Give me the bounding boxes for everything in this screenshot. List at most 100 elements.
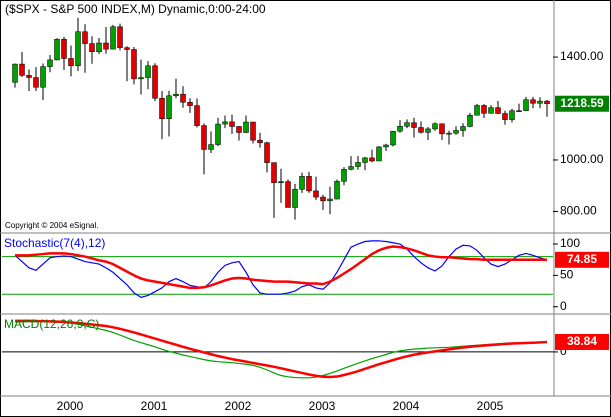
chart-title: ($SPX - S&P 500 INDEX,M) Dynamic,0:00-24… xyxy=(5,2,266,16)
x-tick-label: 2005 xyxy=(477,399,504,413)
candle-body xyxy=(236,126,242,133)
candle-body xyxy=(460,126,466,131)
candle-body xyxy=(96,42,102,53)
candle-body xyxy=(180,93,186,103)
candle-body xyxy=(334,181,340,200)
candle-body xyxy=(278,181,284,183)
candle-body xyxy=(320,196,326,202)
candle-body xyxy=(40,66,46,88)
candle-body xyxy=(159,97,165,119)
candle-body xyxy=(327,198,333,202)
candle-body xyxy=(537,100,543,104)
candle-body xyxy=(271,162,277,183)
y-tick-label: 0 xyxy=(560,344,567,358)
candle-body xyxy=(299,176,305,190)
candle-body xyxy=(530,99,536,104)
candle-body xyxy=(544,100,550,104)
candle-body xyxy=(131,49,137,80)
candle-body xyxy=(124,47,130,50)
candle-body xyxy=(47,59,53,67)
candle-body xyxy=(201,125,207,150)
candle-body xyxy=(33,77,39,88)
candle-body xyxy=(243,121,249,133)
candle-body xyxy=(348,166,354,170)
value-tag: 38.84 xyxy=(567,334,597,348)
candle-body xyxy=(117,26,123,48)
candle-body xyxy=(187,101,193,106)
value-tag-box xyxy=(555,251,609,268)
candle-body xyxy=(61,38,67,59)
candle-body xyxy=(208,144,214,150)
candle-body xyxy=(257,139,263,143)
candle-body xyxy=(89,43,95,53)
candle-body xyxy=(19,63,25,76)
x-tick-label: 2003 xyxy=(309,399,336,413)
candle-body xyxy=(467,115,473,127)
candle-body xyxy=(215,123,221,145)
candle-body xyxy=(509,110,515,120)
y-tick-label: 0 xyxy=(560,299,567,313)
panel-title: MACD(12,26,9,C) xyxy=(4,317,99,331)
candle-body xyxy=(166,95,172,119)
series-line xyxy=(15,319,548,379)
candle-body xyxy=(75,31,81,66)
candle-body xyxy=(418,127,424,133)
candle-body xyxy=(397,125,403,132)
x-tick-label: 2001 xyxy=(141,399,168,413)
candle-body xyxy=(446,132,452,135)
candle-body xyxy=(138,77,144,80)
candle-body xyxy=(68,58,74,66)
y-tick-label: 100 xyxy=(560,236,580,250)
value-tag: 74.85 xyxy=(567,252,597,266)
candle-body xyxy=(313,190,319,198)
candle-body xyxy=(474,105,480,116)
candle-body xyxy=(411,122,417,128)
candle-body xyxy=(26,75,32,78)
candle-body xyxy=(103,42,109,50)
candle-body xyxy=(110,26,116,50)
candle-body xyxy=(453,130,459,134)
y-tick-label: 800.00 xyxy=(560,204,597,218)
candle-body xyxy=(152,65,158,99)
y-tick-label: 1000.00 xyxy=(560,152,604,166)
series-line xyxy=(14,240,548,298)
candle-body xyxy=(292,189,298,208)
candle-body xyxy=(229,121,235,127)
candle-body xyxy=(82,31,88,44)
value-tag-box xyxy=(555,333,609,350)
candle-body xyxy=(516,110,522,112)
value-tag: 1218.59 xyxy=(560,96,604,110)
candle-body xyxy=(523,99,529,111)
candle-body xyxy=(285,181,291,208)
candle-body xyxy=(488,107,494,114)
candle-body xyxy=(306,176,312,192)
series-line xyxy=(15,321,548,379)
candle-body xyxy=(355,162,361,167)
candle-body xyxy=(173,93,179,97)
candle-body xyxy=(362,157,368,163)
candle-body xyxy=(432,123,438,130)
x-tick-label: 2002 xyxy=(225,399,252,413)
candle-body xyxy=(369,157,375,162)
candle-body xyxy=(495,107,501,114)
candle-body xyxy=(404,122,410,127)
y-tick-label: 50 xyxy=(560,268,574,282)
x-tick-label: 2000 xyxy=(57,399,84,413)
candle-body xyxy=(502,113,508,120)
x-tick-label: 2004 xyxy=(393,399,420,413)
panel-title: Stochastic(7(4),12) xyxy=(4,236,105,250)
candle-body xyxy=(12,63,18,83)
candle-body xyxy=(250,121,256,141)
candle-body xyxy=(390,130,396,146)
candle-body xyxy=(439,123,445,135)
candle-body xyxy=(194,105,200,126)
candle-body xyxy=(481,105,487,114)
candle-body xyxy=(383,144,389,148)
candle-body xyxy=(376,146,382,162)
candle-body xyxy=(145,65,151,78)
candle-body xyxy=(264,142,270,163)
series-line xyxy=(15,245,548,290)
candle-body xyxy=(341,169,347,182)
